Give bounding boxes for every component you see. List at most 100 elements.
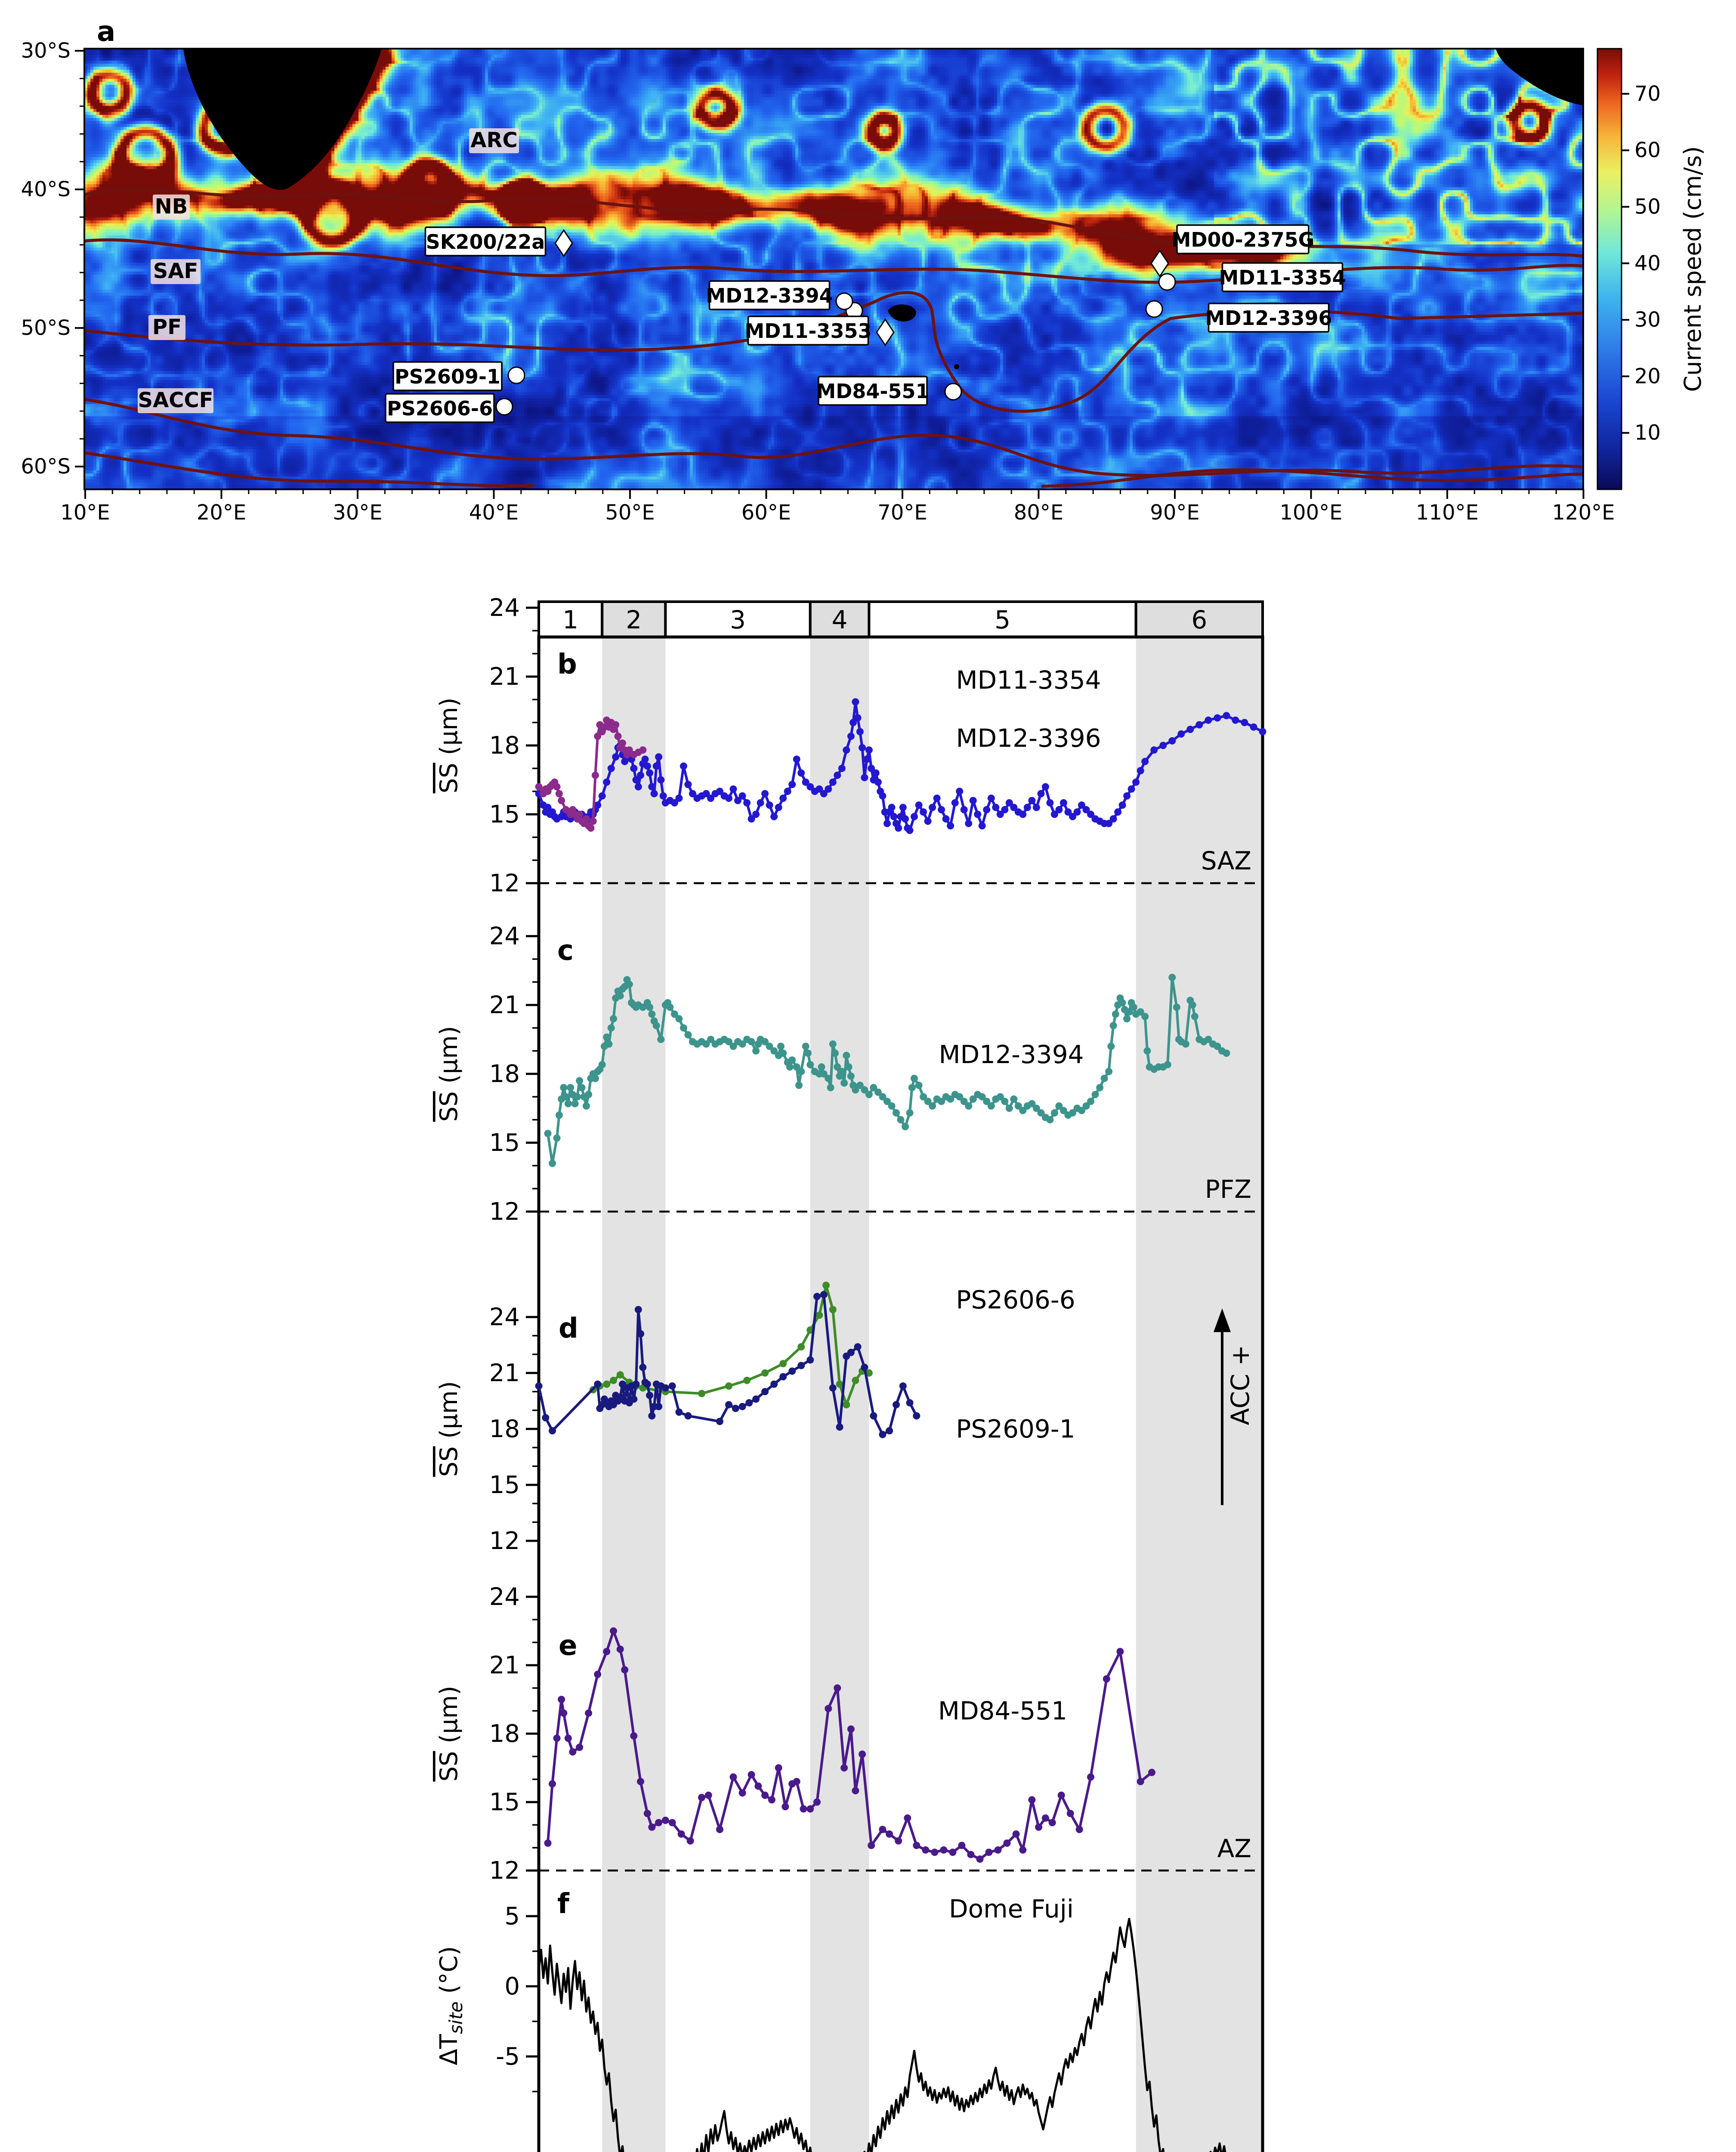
site-label: MD11-3354 <box>1219 266 1346 289</box>
y-tick-label: 21 <box>489 991 520 1019</box>
series-point <box>865 1091 873 1098</box>
series-point <box>646 769 654 777</box>
y-tick-label: 18 <box>489 1720 520 1748</box>
series-point <box>929 804 936 811</box>
series-point <box>725 795 732 802</box>
series-point <box>1137 1008 1144 1016</box>
series-point <box>969 797 977 804</box>
series-point <box>748 1038 755 1045</box>
series-point <box>825 785 832 793</box>
site-marker-diamond <box>876 318 895 346</box>
series-point <box>702 790 710 798</box>
series-point <box>861 1364 868 1371</box>
series-point <box>1191 1013 1199 1020</box>
series-point <box>1060 1107 1067 1114</box>
series-point <box>732 1404 739 1412</box>
colorbar-tick-label: 30 <box>1634 308 1661 332</box>
series-point <box>607 1024 615 1032</box>
series-point <box>1159 742 1167 749</box>
series-point <box>854 714 862 722</box>
front-line-saf <box>84 238 1584 284</box>
series-point <box>779 795 787 802</box>
series-point <box>637 771 644 779</box>
colorbar-tick-label: 50 <box>1634 195 1661 219</box>
mis-header-box <box>664 600 812 638</box>
series-point <box>820 1291 828 1299</box>
series-point <box>707 795 714 802</box>
series-point <box>655 1819 663 1827</box>
series-point <box>1168 974 1176 981</box>
site-label: MD12-3394 <box>706 284 833 307</box>
series-point <box>797 1068 805 1076</box>
mis-stage-number: 4 <box>832 605 848 634</box>
y-tick-label: 24 <box>489 922 520 950</box>
series-point <box>1250 723 1257 731</box>
series-point <box>610 1376 617 1384</box>
series-point <box>1087 1773 1094 1781</box>
series-point <box>684 1031 692 1039</box>
series-point <box>1205 716 1212 724</box>
series-point <box>1150 746 1158 754</box>
series-point <box>634 783 642 791</box>
site-label-box <box>385 393 495 423</box>
site-marker-diamond <box>554 229 573 257</box>
series-point <box>761 1791 769 1799</box>
series-point <box>567 1084 575 1091</box>
series-point <box>940 1846 948 1854</box>
series-point <box>562 1093 570 1101</box>
series-point <box>820 1070 828 1078</box>
series-point <box>761 1038 769 1045</box>
series-point <box>643 762 651 770</box>
series-point <box>899 804 907 811</box>
series-point <box>569 1748 577 1756</box>
series-point <box>913 1842 921 1849</box>
series-point <box>978 822 986 830</box>
series-point <box>1087 810 1094 818</box>
series-point <box>680 1024 687 1032</box>
series-point <box>895 1837 902 1845</box>
series-point <box>779 1373 787 1381</box>
series-point <box>859 744 866 751</box>
series-point <box>670 799 678 807</box>
series-point <box>874 778 882 786</box>
site-marker-circle <box>1145 300 1163 318</box>
series-point <box>1109 1022 1117 1030</box>
series-point <box>1028 797 1036 804</box>
series-point <box>994 1846 1002 1854</box>
series-point <box>603 778 611 786</box>
site-label: PS2606-6 <box>387 397 493 420</box>
series-point <box>1259 728 1266 736</box>
series-point <box>594 1670 602 1678</box>
map-lon-label: 10°E <box>60 501 110 525</box>
series-point <box>614 733 622 740</box>
site-label-box <box>708 280 831 310</box>
series-point <box>553 1735 561 1742</box>
series-point <box>1023 804 1031 811</box>
map-lon-label: 110°E <box>1416 501 1479 525</box>
series-point <box>1189 1001 1196 1009</box>
series-point <box>702 1040 710 1048</box>
series-point <box>1028 1100 1036 1107</box>
series-point <box>587 824 595 832</box>
series-point <box>1205 1036 1212 1043</box>
series-point <box>786 1063 794 1071</box>
series-point <box>938 1098 945 1105</box>
series-point <box>578 1084 586 1091</box>
series-point <box>890 813 898 820</box>
series-point <box>689 790 696 798</box>
colorbar <box>1597 48 1622 490</box>
y-axis-title-ss: SS <box>435 1091 463 1122</box>
series-point <box>840 1764 848 1772</box>
series-point <box>585 1091 593 1098</box>
series-point <box>879 792 887 800</box>
series-point <box>616 1371 624 1379</box>
series-point <box>870 1412 877 1420</box>
series-point <box>922 1846 930 1854</box>
series-point <box>852 698 859 706</box>
series-point <box>1064 808 1072 816</box>
series-point <box>965 1102 973 1110</box>
series-point <box>806 1061 814 1069</box>
series-point <box>782 1803 789 1811</box>
series-point <box>648 783 656 791</box>
series-point <box>911 1075 918 1082</box>
